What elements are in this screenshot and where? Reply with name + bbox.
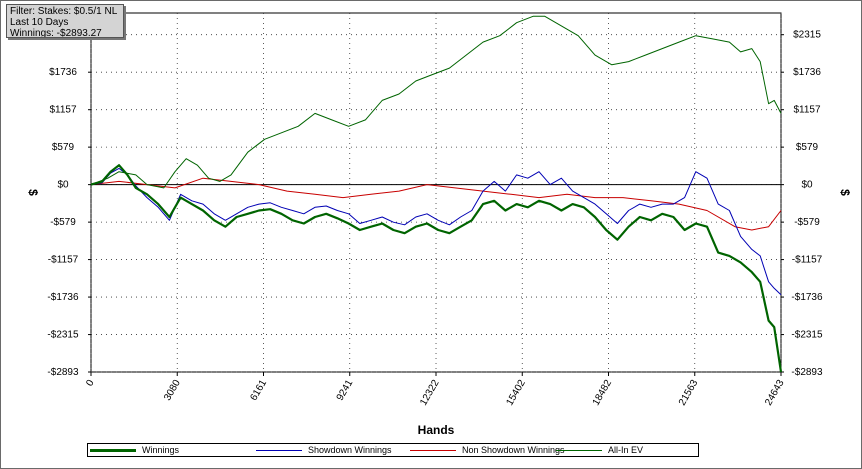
series-winnings-line — [90, 164, 783, 373]
y-tick-label-left: -$1157 — [48, 255, 79, 266]
filter-winnings-text: Winnings: -$2893.27 — [10, 28, 102, 38]
legend-label-allin-ev: All-In EV — [608, 445, 644, 455]
filter-info-box: Filter: Stakes: $0.5/1 NL Last 10 Days W… — [6, 4, 124, 38]
x-tick-label: 21563 — [677, 378, 701, 408]
y-tick-label-right: $1736 — [793, 67, 821, 78]
y-tick-label-left: -$579 — [50, 217, 76, 228]
y-tick-label-right: -$579 — [794, 217, 820, 228]
x-tick-label: 3080 — [162, 378, 183, 403]
y-tick-label-right: -$1157 — [792, 255, 823, 266]
y-tick-label-right: $2315 — [793, 30, 821, 41]
x-tick-label: 18482 — [591, 378, 615, 408]
y-tick-label-right: -$2893 — [791, 367, 823, 378]
x-axis-title: Hands — [418, 423, 455, 437]
x-tick-label: 24643 — [763, 378, 787, 408]
y-tick-label-left: $1157 — [49, 105, 77, 116]
y-tick-label-left: $1736 — [49, 67, 77, 78]
x-tick-label: 0 — [84, 378, 97, 389]
y-axis-title-right: $ — [838, 189, 852, 196]
y-tick-label-right: $579 — [796, 142, 819, 153]
y-tick-label-left: -$1736 — [47, 292, 79, 303]
legend-swatch-winnings — [90, 449, 136, 452]
filter-stakes-text: Filter: Stakes: $0.5/1 NL — [10, 6, 118, 17]
legend-swatch-allin-ev — [556, 450, 602, 451]
series-all-in-ev-line — [90, 15, 782, 189]
legend-label-winnings: Winnings — [142, 445, 180, 455]
y-axis-title-left: $ — [26, 189, 40, 196]
series-showdown-winnings-line — [90, 167, 782, 296]
legend-label-non-showdown: Non Showdown Winnings — [462, 445, 565, 455]
legend: Winnings Showdown Winnings Non Showdown … — [87, 443, 699, 457]
y-tick-label-right: $0 — [801, 180, 813, 191]
filter-period-text: Last 10 Days — [10, 17, 69, 28]
y-tick-label-right: -$2315 — [791, 330, 823, 341]
y-tick-label-left: $0 — [57, 180, 69, 191]
x-tick-label: 6161 — [248, 378, 269, 403]
y-tick-label-right: $1157 — [793, 105, 821, 116]
legend-label-showdown: Showdown Winnings — [308, 445, 392, 455]
x-tick-label: 12322 — [418, 378, 442, 408]
y-tick-label-left: -$2315 — [47, 330, 79, 341]
y-tick-label-right: -$1736 — [791, 292, 823, 303]
y-tick-label-left: -$2893 — [47, 367, 79, 378]
legend-swatch-non-showdown — [410, 450, 456, 451]
x-tick-label: 9241 — [335, 378, 356, 403]
y-tick-label-left: $579 — [52, 142, 75, 153]
legend-swatch-showdown — [256, 450, 302, 451]
x-tick-label: 15402 — [504, 378, 528, 408]
